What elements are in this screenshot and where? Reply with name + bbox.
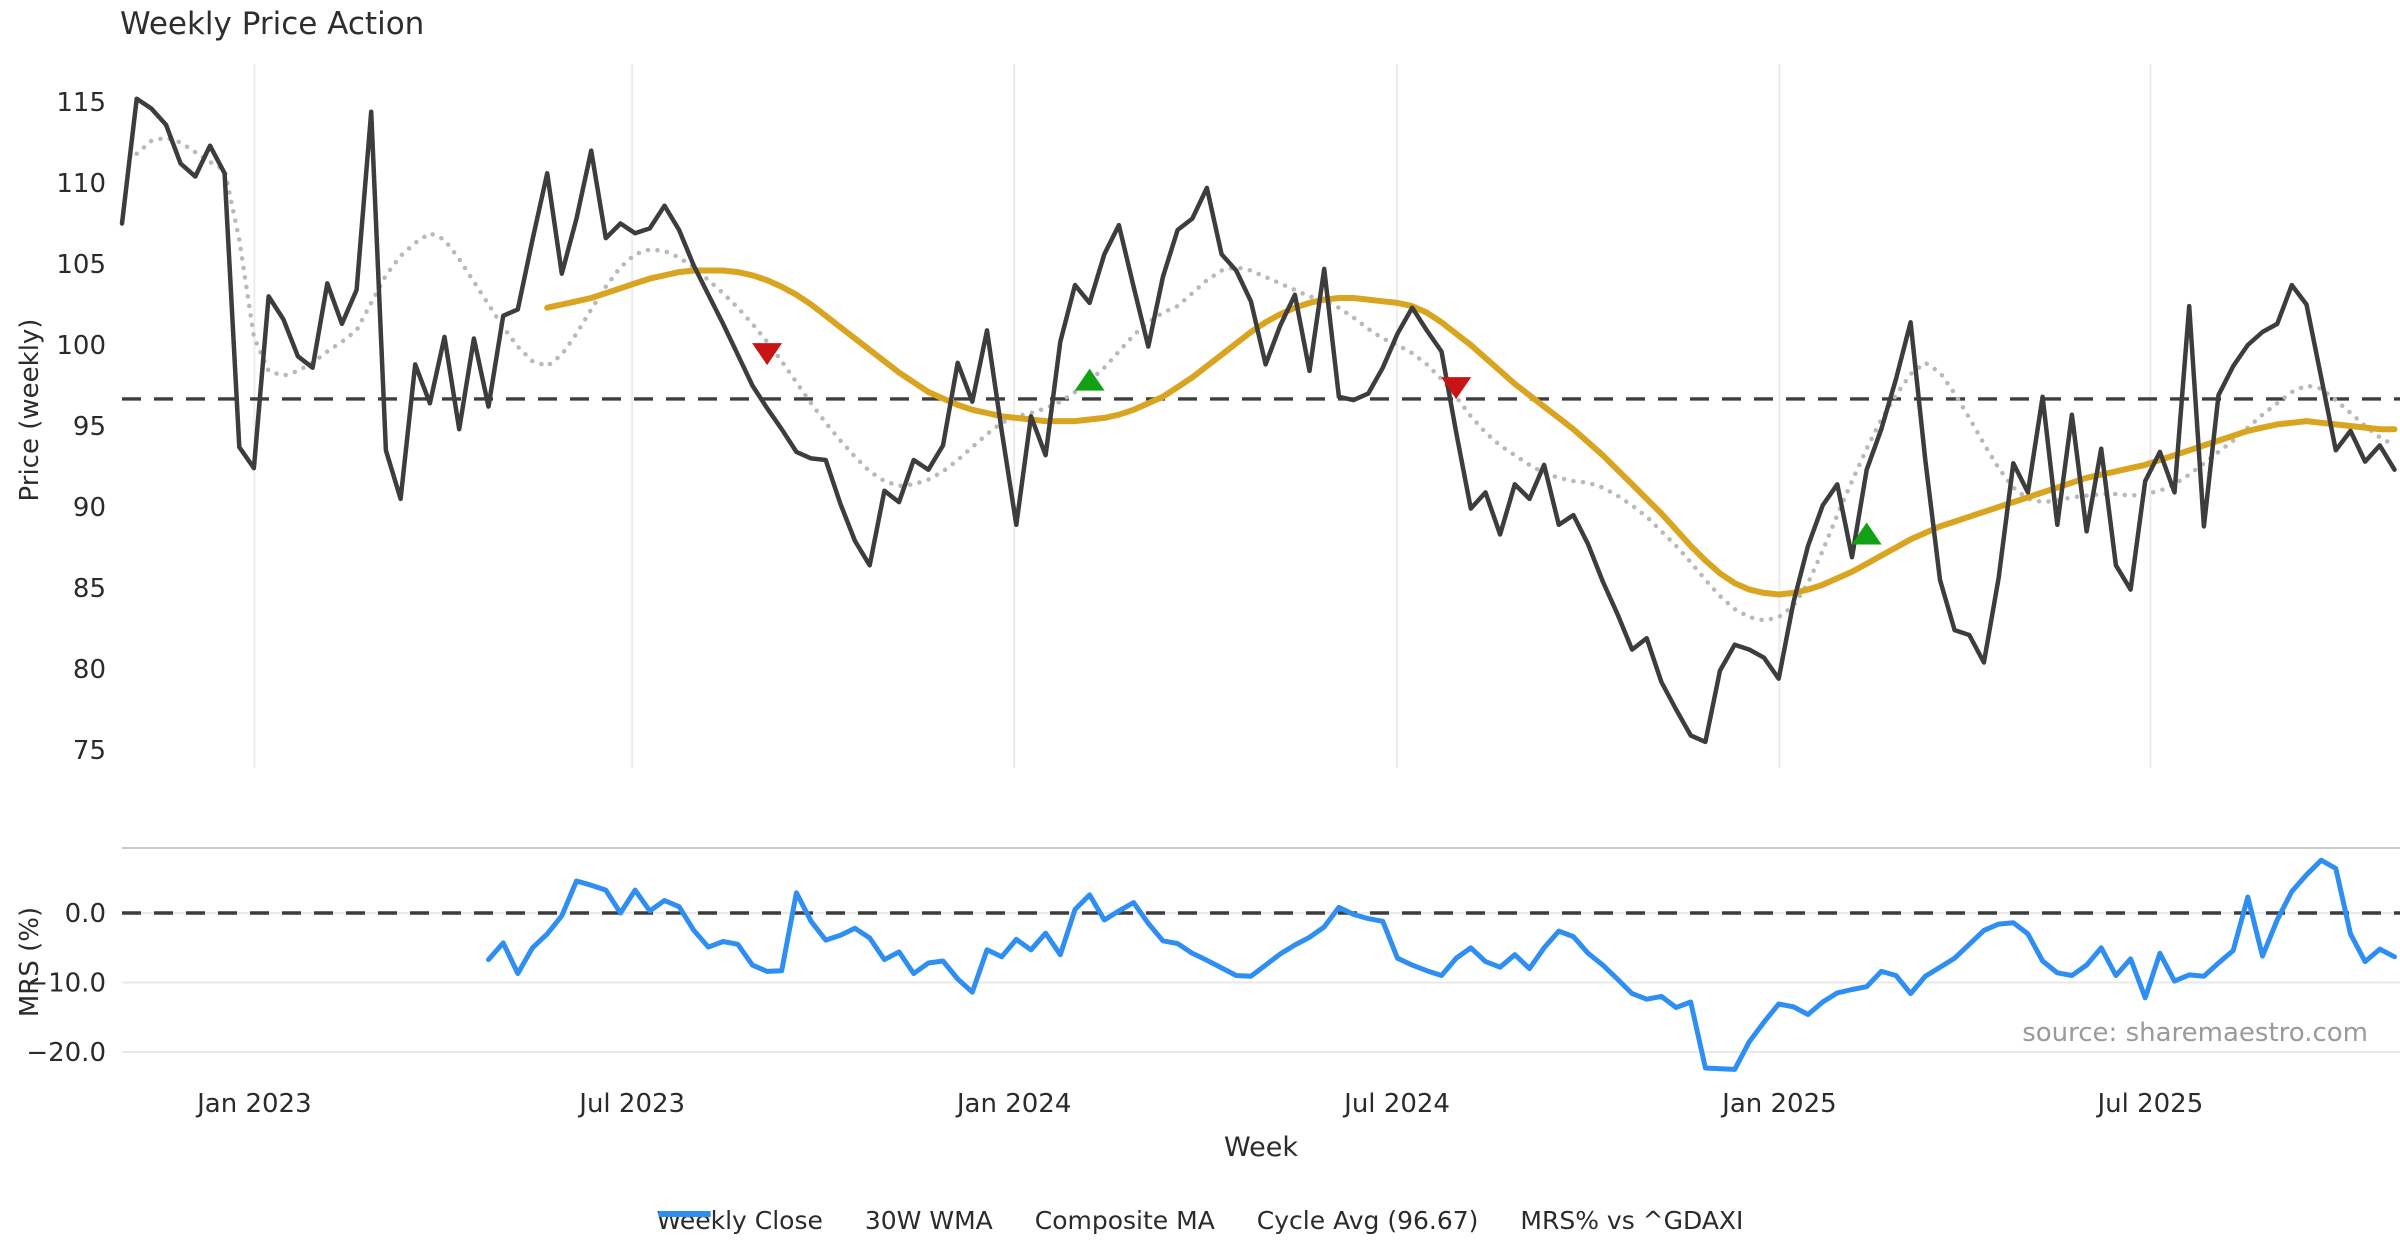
source-note: source: sharemaestro.com (2022, 1018, 2368, 1048)
price-axis-label: Price (weekly) (15, 318, 45, 502)
series-30w-wma (544, 267, 2398, 598)
sell-signal-marker (1441, 377, 1472, 400)
x-tick-label: Jul 2024 (1342, 1089, 1450, 1119)
sell-signal-marker (752, 343, 783, 366)
price-ytick-label: 110 (56, 169, 106, 199)
x-tick-label: Jan 2025 (1720, 1089, 1837, 1119)
x-tick-label: Jul 2023 (577, 1089, 685, 1119)
x-tick-label: Jan 2023 (195, 1089, 312, 1119)
mrs-ytick-label: −10.0 (26, 969, 106, 999)
x-tick-label: Jul 2025 (2095, 1089, 2203, 1119)
mrs-ytick-label: 0.0 (65, 899, 106, 929)
price-ytick-label: 95 (73, 412, 106, 442)
price-ytick-label: 115 (56, 88, 106, 118)
mrs-axis-label: MRS (%) (15, 906, 45, 1018)
price-ytick-label: 75 (73, 736, 106, 766)
legend-item-30w-wma: 30W WMA (658, 1206, 993, 1235)
price-ytick-label: 105 (56, 250, 106, 280)
mrs-ytick-label: −20.0 (26, 1038, 106, 1068)
x-axis-label: Week (1224, 1132, 1298, 1163)
legend-label: Weekly Close (656, 1206, 823, 1235)
series-weekly-close (119, 96, 2397, 745)
x-tick-label: Jan 2024 (955, 1089, 1072, 1119)
buy-signal-marker (1074, 368, 1105, 391)
price-ytick-label: 90 (73, 493, 106, 523)
price-ytick-label: 80 (73, 655, 106, 685)
chart-title: Weekly Price Action (120, 6, 425, 42)
legend: Weekly Close 30W WMA Composite MA Cycle … (657, 1206, 1744, 1235)
legend-label: Cycle Avg (96.67) (1256, 1206, 1479, 1235)
solid-line-icon (658, 1211, 711, 1217)
series-composite-ma (134, 135, 2397, 623)
legend-label: MRS% vs ^GDAXI (1520, 1206, 1744, 1235)
series-mrs-vs-gdaxi (486, 857, 2397, 1072)
price-ytick-label: 85 (73, 574, 106, 604)
legend-item-cycle-avg: Cycle Avg (96.67) (658, 1206, 1479, 1235)
legend-label: 30W WMA (864, 1206, 993, 1235)
legend-item-mrs: MRS% vs ^GDAXI (658, 1206, 1744, 1235)
legend-label: Composite MA (1034, 1206, 1215, 1235)
buy-signal-marker (1851, 522, 1882, 545)
price-ytick-label: 100 (56, 331, 106, 361)
legend-item-composite-ma: Composite MA (658, 1206, 1215, 1235)
